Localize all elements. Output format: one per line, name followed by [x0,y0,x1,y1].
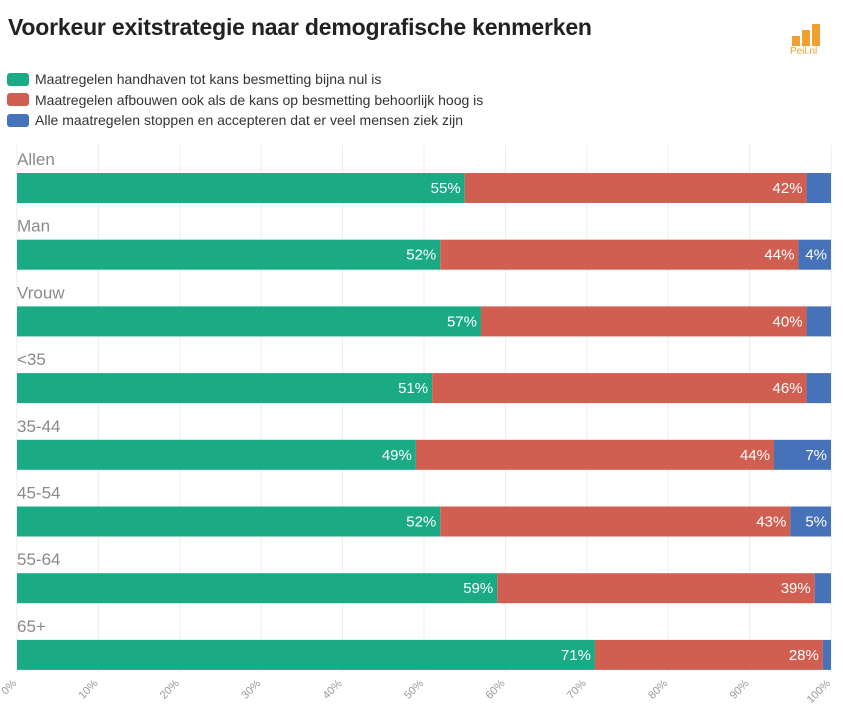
legend: Maatregelen handhaven tot kans besmettin… [7,69,483,131]
legend-item: Maatregelen afbouwen ook als de kans op … [7,90,483,111]
bar-segment [17,306,481,337]
bar-segment [432,373,807,404]
x-tick-label: 90% [728,677,752,701]
category-label: Man [17,217,50,236]
legend-label: Maatregelen handhaven tot kans besmettin… [35,71,382,88]
legend-item: Maatregelen handhaven tot kans besmettin… [7,69,483,90]
bar-segment [464,173,807,203]
data-label: 46% [773,380,803,397]
legend-swatch [7,113,29,127]
data-label: 44% [764,247,794,264]
bar-chart-logo-icon [792,24,820,46]
bar-segment [17,506,441,537]
bar-segment [17,639,595,670]
logo-text: Peil.nl [790,46,818,57]
bar-segment [440,506,791,537]
x-tick-label: 60% [483,677,507,701]
data-label: 40% [773,313,803,330]
category-label: 35-44 [17,417,60,436]
bar-segment [798,239,831,270]
legend-swatch [7,72,29,86]
x-tick-label: 50% [402,677,426,701]
bar-segment [17,439,416,470]
x-tick-label: 40% [321,677,345,701]
x-tick-label: 0% [0,677,19,697]
legend-label: Maatregelen afbouwen ook als de kans op … [35,91,484,108]
bar-segment [594,639,823,670]
bar-segment [790,506,831,537]
data-label: 44% [740,447,770,464]
x-tick-label: 100% [805,677,834,706]
bar-segment [774,439,831,470]
bar-segment [17,173,465,203]
data-label: 51% [398,380,428,397]
bar-segment [440,239,799,270]
legend-label: Alle maatregelen stoppen en accepteren d… [35,112,464,129]
bar-segment [17,573,498,604]
data-label: 42% [773,180,803,197]
data-label: 57% [447,313,477,330]
bar-segment [814,573,831,604]
chart-title: Voorkeur exitstrategie naar demografisch… [8,14,592,40]
data-label: 28% [789,647,819,664]
category-label: <35 [17,350,46,369]
category-label: Allen [17,150,55,169]
data-label: 59% [463,580,493,597]
data-label: 49% [382,447,412,464]
x-tick-label: 70% [565,677,589,701]
data-label: 39% [781,580,811,597]
data-label: 7% [805,447,827,464]
data-label: 52% [406,247,436,264]
x-tick-label: 20% [158,677,182,701]
legend-item: Alle maatregelen stoppen en accepteren d… [7,110,483,131]
data-label: 43% [756,514,786,531]
x-tick-label: 30% [239,677,263,701]
bar-segment [822,639,831,670]
category-label: 65+ [17,617,46,636]
data-label: 52% [406,514,436,531]
category-label: 45-54 [17,484,60,503]
x-tick-label: 10% [76,677,100,701]
bar-segment [17,373,433,404]
data-label: 5% [805,514,827,531]
bar-segment [497,573,815,604]
bar-segment [17,239,441,270]
bar-segment [806,373,831,404]
bar-segment [806,173,831,203]
data-label: 4% [805,247,827,264]
x-tick-label: 80% [646,677,670,701]
data-label: 71% [561,647,591,664]
data-label: 55% [431,180,461,197]
legend-swatch [7,93,29,107]
bar-segment [806,306,831,337]
bar-segment [480,306,807,337]
bar-segment [415,439,775,470]
category-label: 55-64 [17,550,60,569]
category-label: Vrouw [17,283,65,302]
